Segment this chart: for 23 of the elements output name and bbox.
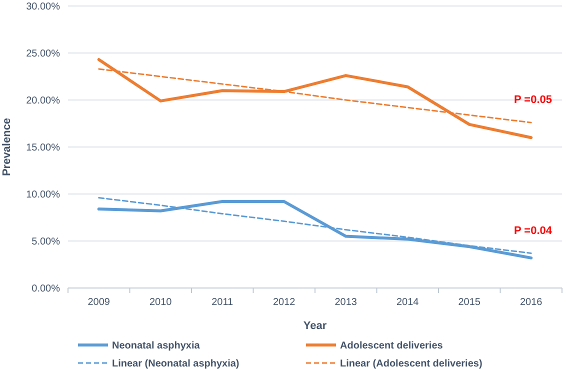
legend-label: Linear (Adolescent deliveries)	[340, 358, 482, 370]
y-tick-label: 30.00%	[26, 2, 60, 12]
x-tick-label: 2016	[520, 297, 543, 308]
y-tick-label: 5.00%	[32, 236, 60, 248]
y-tick-label: 20.00%	[26, 96, 60, 106]
x-tick-label: 2015	[458, 297, 481, 308]
x-tick-label: 2014	[396, 297, 420, 308]
x-tick-label: 2011	[212, 297, 234, 308]
x-axis-title: Year	[303, 320, 328, 332]
y-tick-label: 10.00%	[26, 190, 60, 200]
y-tick-label: 25.00%	[26, 48, 60, 60]
legend-label: Adolescent deliveries	[340, 340, 444, 352]
y-tick-label: 15.00%	[26, 142, 60, 154]
x-tick-label: 2012	[273, 297, 296, 308]
y-axis-title: Prevalence	[1, 118, 13, 176]
x-tick-label: 2009	[88, 297, 110, 308]
legend-label: Neonatal asphyxia	[112, 340, 200, 352]
legend-label: Linear (Neonatal asphyxia)	[112, 358, 240, 370]
x-tick-label: 2013	[334, 297, 358, 308]
annotation: P =0.04	[514, 225, 553, 237]
x-tick-label: 2010	[150, 297, 172, 308]
y-tick-label: 0.00%	[32, 284, 60, 294]
annotation: P =0.05	[514, 94, 552, 106]
